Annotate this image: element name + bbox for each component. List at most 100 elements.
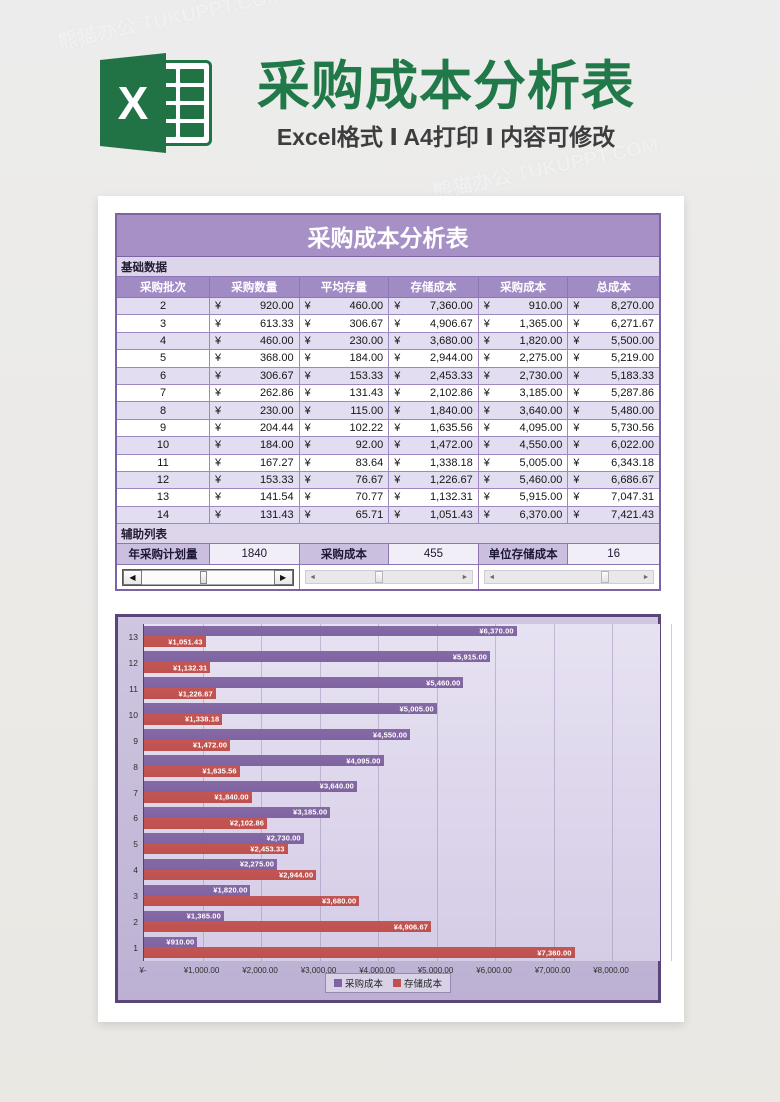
- scrollbar-thumb[interactable]: [199, 570, 207, 584]
- table-cell: ¥153.33: [210, 471, 300, 490]
- table-cell: ¥76.67: [299, 471, 390, 490]
- table-cell: 6: [117, 367, 210, 385]
- table-cell: ¥230.00: [210, 402, 300, 420]
- table-row: 2 ¥920.00 ¥460.00 ¥7,360.00 ¥910.00 ¥8,270.00: [117, 298, 659, 316]
- table-cell: ¥7,421.43: [568, 506, 659, 525]
- table-cell: ¥6,271.67: [568, 315, 659, 333]
- bar-value-label: ¥5,460.00: [426, 678, 461, 688]
- cost-bar-chart: ¥6,370.00 ¥1,051.43 ¥5,915.00 ¥1,132.31 ¥5,4…: [115, 614, 672, 1003]
- bar-storage-cost: ¥2,102.86: [144, 817, 268, 829]
- y-axis-category-label: 4: [133, 865, 138, 876]
- table-cell: ¥5,005.00: [478, 454, 569, 472]
- scrollbar-track[interactable]: [499, 571, 639, 584]
- column-header: 平均存量: [299, 277, 390, 298]
- table-cell: ¥204.44: [210, 419, 300, 438]
- table-cell: ¥4,906.67: [389, 315, 479, 333]
- table-cell: ¥7,047.31: [568, 489, 659, 507]
- table-cell: ¥1,132.31: [389, 489, 479, 507]
- table-row: 14 ¥131.43 ¥65.71 ¥1,051.43 ¥6,370.00 ¥7,421.…: [117, 506, 659, 525]
- scrollbar-track[interactable]: [320, 571, 458, 584]
- bar-value-label: ¥5,005.00: [399, 704, 434, 714]
- table-cell: ¥102.22: [299, 419, 390, 438]
- table-cell: ¥184.00: [210, 437, 300, 455]
- bar-purchase-cost: ¥1,820.00: [144, 884, 251, 896]
- table-cell: ¥6,686.67: [568, 471, 659, 490]
- table-cell: ¥83.64: [299, 454, 390, 472]
- table-cell: ¥1,226.67: [389, 471, 479, 490]
- gridline: [670, 624, 672, 961]
- section-label-aux-list: 辅助列表: [117, 524, 659, 545]
- gridline: [319, 624, 321, 961]
- bar-value-label: ¥2,275.00: [239, 859, 275, 869]
- scroll-left-arrow-icon[interactable]: ◀: [123, 569, 142, 585]
- bar-value-label: ¥910.00: [166, 937, 195, 947]
- scroll-right-arrow-icon[interactable]: ▶: [273, 569, 293, 585]
- table-cell: ¥6,022.00: [568, 437, 659, 455]
- table-cell: ¥2,275.00: [478, 350, 569, 368]
- bar-storage-cost: ¥3,680.00: [144, 895, 360, 907]
- scrollbar-thumb[interactable]: [374, 571, 383, 584]
- x-axis-tick-label: ¥1,000.00: [183, 966, 220, 975]
- legend-item: 存储成本: [393, 976, 442, 990]
- table-cell: ¥5,500.00: [568, 332, 659, 351]
- table-cell: ¥460.00: [299, 298, 390, 316]
- table-cell: ¥230.00: [299, 332, 390, 351]
- bar-purchase-cost: ¥2,275.00: [144, 858, 278, 870]
- column-header: 存储成本: [389, 277, 479, 298]
- bar-value-label: ¥4,550.00: [372, 730, 408, 740]
- x-axis-tick-label: ¥6,000.00: [476, 966, 512, 975]
- scroll-right-arrow-icon[interactable]: ►: [461, 573, 469, 581]
- table-cell: 12: [117, 471, 210, 490]
- table-cell: 5: [117, 350, 210, 368]
- table-cell: ¥6,370.00: [478, 506, 569, 525]
- bar-value-label: ¥6,370.00: [479, 626, 514, 636]
- table-cell: ¥184.00: [299, 350, 390, 368]
- table-cell: 10: [117, 437, 210, 455]
- scrollbar-annual-plan[interactable]: ◀ ▶: [122, 568, 294, 586]
- table-cell: ¥2,102.86: [389, 384, 479, 403]
- table-cell: ¥4,095.00: [478, 419, 569, 438]
- scrollbar-row: ◀ ▶ ◄ ► ◄ ►: [117, 565, 659, 590]
- table-cell: ¥920.00: [210, 298, 300, 316]
- table-cell: 4: [117, 332, 210, 351]
- table-cell: ¥7,360.00: [389, 298, 479, 316]
- table-cell: ¥5,460.00: [478, 471, 569, 490]
- y-axis-category-label: 9: [133, 735, 138, 746]
- scrollbar-track[interactable]: [142, 569, 274, 585]
- x-axis-tick-label: ¥3,000.00: [300, 966, 337, 975]
- column-header: 采购成本: [478, 277, 569, 298]
- bar-value-label: ¥1,051.43: [168, 637, 203, 647]
- legend-item: 采购成本: [333, 976, 383, 990]
- table-cell: ¥1,365.00: [478, 315, 569, 333]
- bar-purchase-cost: ¥2,730.00: [144, 832, 304, 844]
- table-cell: ¥3,680.00: [389, 332, 479, 351]
- y-axis-category-label: 8: [133, 761, 138, 772]
- scroll-left-arrow-icon[interactable]: ◄: [488, 573, 496, 581]
- bar-value-label: ¥7,360.00: [537, 948, 572, 958]
- table-cell: 9: [117, 419, 210, 438]
- column-header: 总成本: [568, 277, 659, 298]
- bar-purchase-cost: ¥5,005.00: [144, 703, 437, 715]
- bar-value-label: ¥1,840.00: [214, 792, 249, 802]
- table-cell: ¥1,338.18: [389, 454, 479, 472]
- table-row: 9 ¥204.44 ¥102.22 ¥1,635.56 ¥4,095.00 ¥5,730.…: [117, 419, 659, 438]
- table-row: 3 ¥613.33 ¥306.67 ¥4,906.67 ¥1,365.00 ¥6,271.…: [117, 315, 659, 333]
- scrollbar-unit-storage-cost[interactable]: ◄ ►: [483, 570, 654, 585]
- table-cell: ¥368.00: [210, 350, 300, 368]
- table-cell: ¥2,730.00: [478, 367, 569, 385]
- scroll-left-arrow-icon[interactable]: ◄: [309, 573, 317, 581]
- legend-label: 存储成本: [404, 979, 443, 990]
- bar-storage-cost: ¥1,840.00: [144, 791, 252, 803]
- chart-legend: 采购成本 存储成本: [324, 973, 452, 993]
- table-cell: ¥910.00: [478, 298, 569, 316]
- table-cell: 3: [117, 315, 210, 333]
- table-cell: ¥153.33: [299, 367, 390, 385]
- scroll-right-arrow-icon[interactable]: ►: [642, 573, 650, 581]
- scrollbar-purchase-cost[interactable]: ◄ ►: [304, 570, 473, 585]
- y-axis-category-label: 1: [133, 943, 138, 954]
- scrollbar-thumb[interactable]: [601, 571, 610, 584]
- bar-storage-cost: ¥2,453.33: [144, 843, 288, 855]
- table-cell: ¥1,820.00: [478, 332, 569, 351]
- bar-storage-cost: ¥1,132.31: [144, 662, 211, 674]
- table-cell: ¥306.67: [210, 367, 300, 385]
